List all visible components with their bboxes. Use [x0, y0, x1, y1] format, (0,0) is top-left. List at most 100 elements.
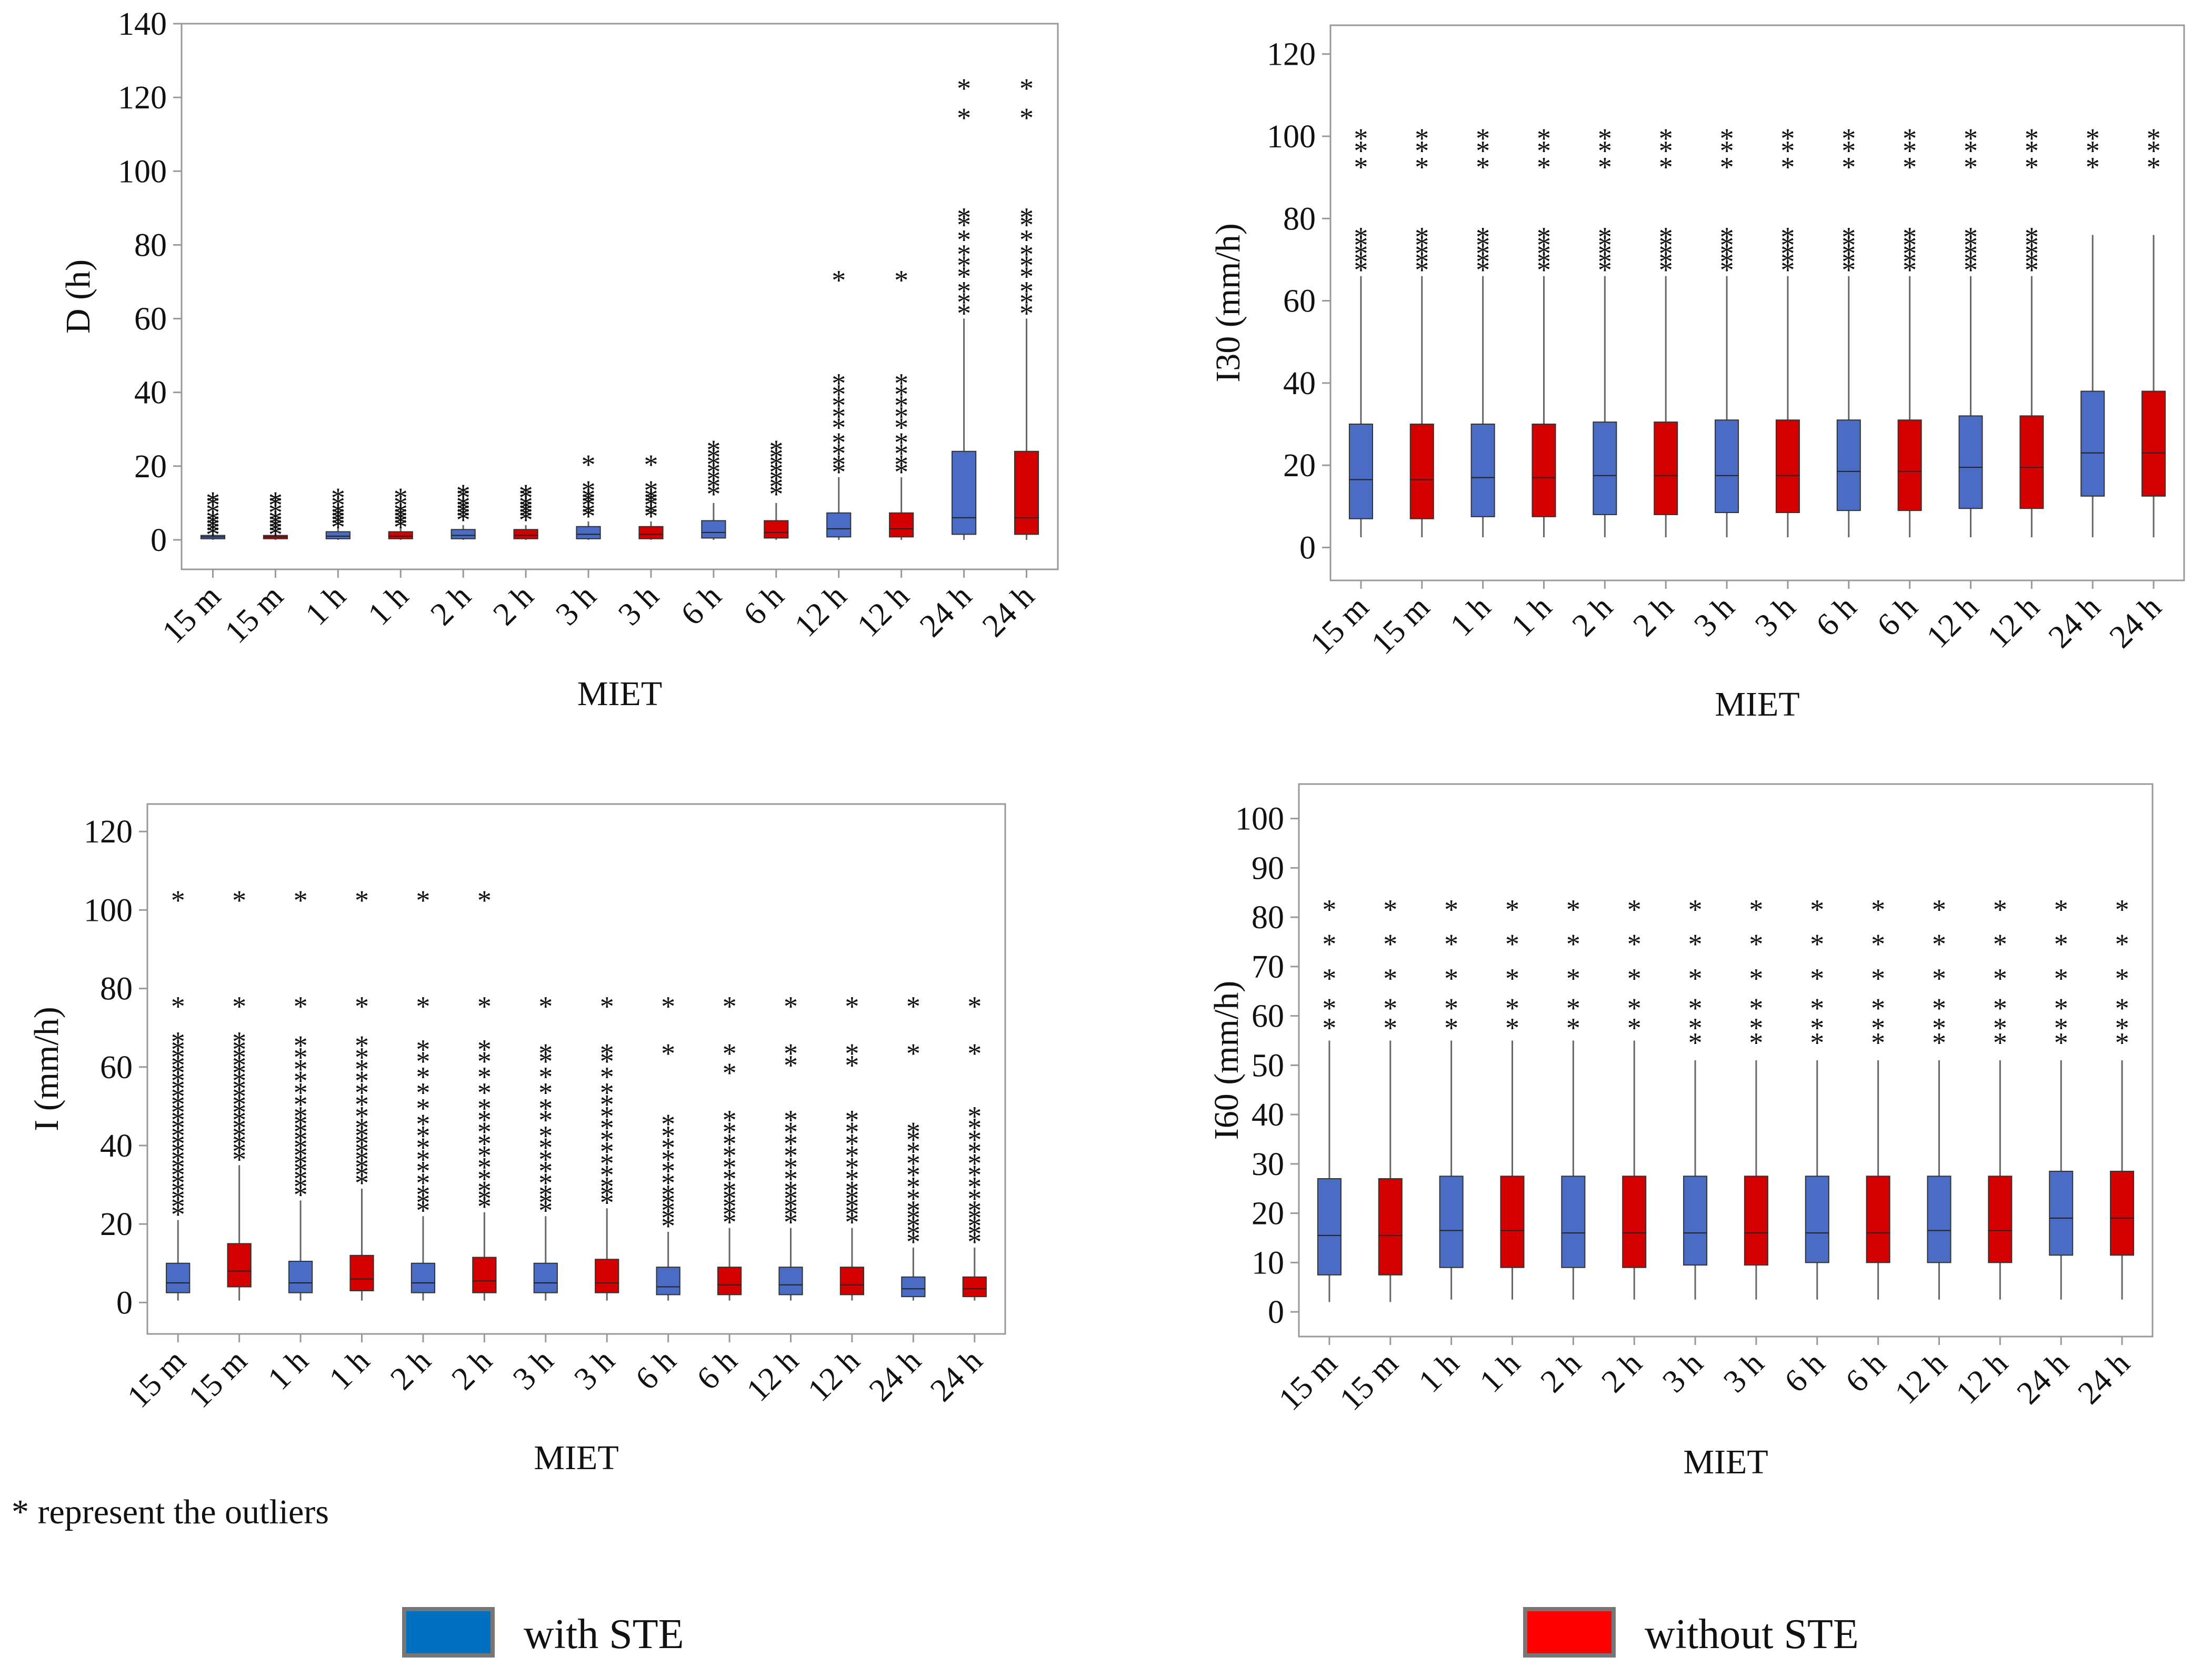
- i60-outlier-marker: *: [1505, 963, 1519, 995]
- d-outlier-marker: *: [206, 489, 220, 521]
- i-box-without-ste: [595, 1259, 619, 1293]
- i60-outlier-marker: *: [2054, 992, 2068, 1024]
- i-outlier-marker: *: [355, 1128, 369, 1159]
- i30-outlier-marker: *: [1354, 254, 1368, 286]
- i30-outlier-marker: *: [1415, 229, 1429, 261]
- i-outlier-marker: *: [967, 1136, 982, 1167]
- d-outlier-marker: *: [206, 486, 220, 517]
- i60-outlier-marker: *: [2115, 1012, 2129, 1043]
- i-outlier-marker: *: [538, 1194, 553, 1226]
- d-box-with-ste: [952, 450, 977, 535]
- i60-outlier-marker: *: [1932, 992, 1946, 1024]
- i-outlier-marker: *: [416, 1120, 430, 1152]
- i30-outlier-marker: *: [1415, 222, 1429, 253]
- d-outlier-marker: *: [832, 379, 846, 410]
- i-outlier-marker: *: [784, 1191, 798, 1222]
- d-outlier-marker: *: [957, 260, 971, 292]
- i-outlier-marker: *: [477, 1061, 492, 1093]
- i-outlier-marker: *: [906, 1116, 920, 1148]
- i-box-without-ste: [839, 1267, 865, 1296]
- i30-box-with-ste: [1348, 424, 1373, 519]
- i30-outlier-marker: *: [1780, 238, 1795, 269]
- i-outlier-marker: *: [477, 990, 492, 1022]
- i-outlier-marker: *: [171, 1167, 185, 1199]
- i-outlier-marker: *: [661, 990, 675, 1022]
- d-y-tick-label: 40: [134, 375, 167, 411]
- i-outlier-marker: *: [232, 1065, 246, 1097]
- i-outlier-marker: *: [723, 1151, 737, 1183]
- i-outlier-marker: *: [294, 1124, 308, 1156]
- i60-outlier-marker: *: [1688, 893, 1703, 925]
- i30-outlier-marker: *: [1964, 222, 1978, 253]
- i-y-tick-label: 40: [100, 1128, 133, 1164]
- i-outlier-marker: *: [294, 1053, 308, 1085]
- i-outlier-marker: *: [538, 1156, 553, 1187]
- i30-outlier-marker: *: [1354, 222, 1368, 253]
- d-outlier-marker: *: [331, 504, 345, 536]
- i60-box-without-ste: [1744, 1176, 1768, 1266]
- d-outlier-marker: *: [957, 298, 971, 329]
- i30-outlier-marker: *: [1841, 229, 1856, 261]
- i-outlier-marker: *: [723, 1057, 737, 1089]
- i30-outlier-marker: *: [1537, 123, 1551, 154]
- d-outlier-marker: *: [456, 504, 471, 536]
- i-outlier-marker: *: [171, 1026, 185, 1058]
- d-outlier-marker: *: [519, 504, 533, 536]
- i60-outlier-marker: *: [1505, 893, 1519, 925]
- i-outlier-marker: *: [294, 1148, 308, 1179]
- i-outlier-marker: *: [661, 1143, 675, 1175]
- i-outlier-marker: *: [967, 1124, 982, 1156]
- i30-y-tick-label: 0: [1299, 530, 1316, 566]
- i-outlier-marker: *: [967, 1159, 982, 1191]
- i-outlier-marker: *: [416, 1187, 430, 1218]
- d-outlier-marker: *: [206, 519, 220, 550]
- d-outlier-marker: *: [1019, 224, 1034, 255]
- d-outlier-marker: *: [519, 489, 533, 521]
- d-outlier-marker: *: [268, 489, 283, 521]
- d-outlier-marker: *: [832, 449, 846, 480]
- d-outlier-marker: *: [706, 464, 720, 495]
- i-outlier-marker: *: [967, 1112, 982, 1144]
- d-outlier-marker: *: [456, 500, 471, 532]
- i60-outlier-marker: *: [1566, 992, 1580, 1024]
- d-outlier-marker: *: [1019, 249, 1034, 281]
- d-y-axis-title: D (h): [59, 259, 97, 334]
- i60-box-without-ste: [1622, 1176, 1647, 1268]
- i60-outlier-marker: *: [1627, 1012, 1642, 1043]
- i-outlier-marker: *: [355, 1120, 369, 1152]
- i-outlier-marker: *: [784, 1128, 798, 1159]
- i30-outlier-marker: *: [1903, 254, 1917, 286]
- i30-outlier-marker: *: [1354, 246, 1368, 277]
- i-outlier-marker: *: [723, 1199, 737, 1230]
- i-outlier-marker: *: [171, 1183, 185, 1214]
- i-outlier-marker: *: [538, 1132, 553, 1163]
- i60-outlier-marker: *: [1505, 928, 1519, 960]
- d-y-tick-label: 120: [118, 80, 167, 116]
- i-outlier-marker: *: [477, 1151, 492, 1183]
- i60-outlier-marker: *: [1871, 992, 1885, 1024]
- i-y-tick-label: 100: [84, 892, 133, 928]
- i30-box-without-ste: [1654, 421, 1678, 515]
- i-outlier-marker: *: [477, 1175, 492, 1207]
- i-outlier-marker: *: [538, 1038, 553, 1069]
- i30-outlier-marker: *: [1841, 254, 1856, 286]
- i-y-axis-title: I (mm/h): [27, 1007, 66, 1131]
- i60-outlier-marker: *: [1688, 1027, 1703, 1059]
- d-outlier-marker: *: [1019, 287, 1034, 318]
- i-outlier-marker: *: [967, 1171, 982, 1203]
- i-outlier-marker: *: [784, 1151, 798, 1183]
- i30-outlier-marker: *: [1598, 152, 1612, 183]
- i-outlier-marker: *: [416, 1179, 430, 1210]
- i30-outlier-marker: *: [1841, 222, 1856, 253]
- i-outlier-marker: *: [416, 1194, 430, 1226]
- d-outlier-marker: *: [582, 489, 596, 521]
- d-outlier-marker: *: [894, 368, 908, 399]
- i-outlier-marker: *: [906, 1136, 920, 1167]
- i60-outlier-marker: *: [1749, 1012, 1763, 1043]
- i-outlier-marker: *: [661, 1038, 675, 1069]
- i30-outlier-marker: *: [1720, 246, 1734, 277]
- d-outlier-marker: *: [268, 497, 283, 528]
- i30-outlier-marker: *: [1598, 229, 1612, 261]
- i60-box-with-ste: [1317, 1178, 1342, 1276]
